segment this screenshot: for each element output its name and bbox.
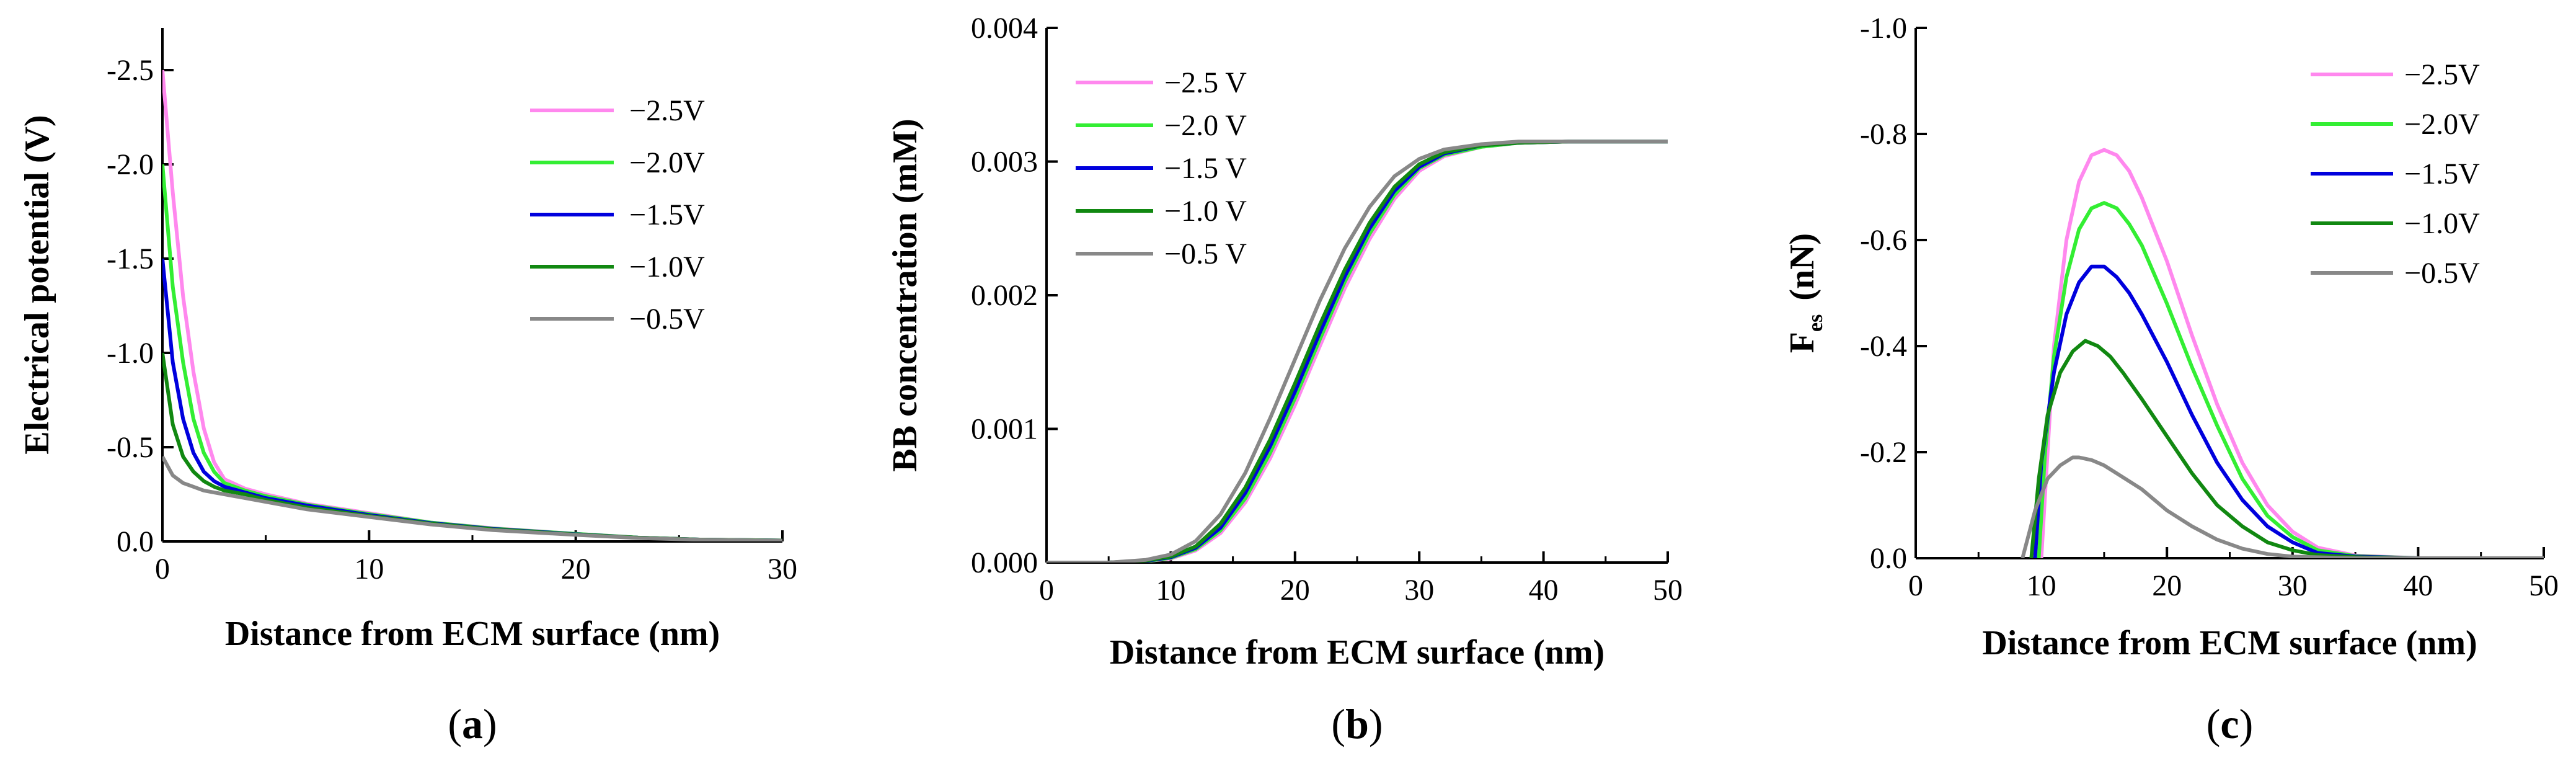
chart-panel-a: 0 10 20 30 0.0 -0.5 -1.0 -1.5 -2.0 -2.5 −2.5V −2.0V…	[18, 28, 797, 747]
legend-label: −2.0V	[629, 146, 705, 179]
legend-label: −1.5V	[2404, 158, 2480, 190]
y-axis-title: Fes (nN)	[1783, 233, 1827, 353]
y-tick-label: 0.0	[117, 525, 154, 558]
y-tick-label: 0.003	[971, 146, 1038, 179]
y-tick-label: 0.0	[1870, 542, 1907, 575]
legend-label: −1.5 V	[1164, 152, 1247, 185]
x-axis-title: Distance from ECM surface (nm)	[1110, 633, 1604, 672]
y-tick-label: -2.5	[107, 54, 154, 87]
x-tick-label: 40	[2403, 569, 2433, 602]
panel-label-letter: a	[462, 700, 483, 747]
y-axis-title-sub: es	[1804, 314, 1827, 332]
y-tick-label: -0.2	[1860, 436, 1907, 469]
chart-panel-c: 0 10 20 30 40 50 0.0 -0.2 -0.4 -0.6 -0.8 -1.0 −2.5V −…	[1783, 12, 2559, 747]
x-tick-label: 40	[1529, 574, 1559, 607]
y-axis-title-main: F	[1783, 332, 1821, 353]
legend-label: −2.0 V	[1164, 109, 1247, 142]
x-tick-label: 50	[2529, 569, 2559, 602]
panel-label-close: )	[2239, 700, 2254, 747]
series-line--2.0	[1047, 140, 1668, 563]
y-tick-label: -0.5	[107, 431, 154, 464]
panel-label-letter: c	[2220, 700, 2239, 747]
y-tick-label: -1.0	[107, 337, 154, 370]
panel-label: (c)	[2206, 700, 2254, 747]
panel-label-open: (	[1331, 700, 1345, 747]
panel-label-close: )	[1369, 700, 1383, 747]
series-line--1.0	[162, 352, 782, 541]
legend-label: −1.5V	[629, 198, 705, 231]
x-tick-label: 10	[2027, 569, 2056, 602]
series-line--1.5	[1047, 140, 1668, 563]
series-line--2.5	[2039, 148, 2544, 558]
x-tick-label: 50	[1653, 574, 1683, 607]
y-axis-title: Electrical potential (V)	[18, 115, 56, 454]
y-tick-label: -0.8	[1860, 118, 1907, 151]
series-line--1.0	[2029, 339, 2544, 558]
series-line--2.5	[1047, 140, 1668, 563]
y-tick-label: 0.004	[971, 12, 1038, 45]
series-line--2.0	[2037, 201, 2544, 558]
series-line--1.0	[1047, 140, 1668, 563]
x-tick-label: 30	[768, 553, 797, 585]
y-axis-title: BB concentration (mM)	[886, 118, 924, 471]
x-tick-label: 30	[2278, 569, 2308, 602]
y-tick-label: 0.000	[971, 546, 1038, 579]
x-tick-label: 0	[155, 553, 170, 585]
x-tick-label: 20	[2152, 569, 2182, 602]
legend-label: −2.5 V	[1164, 66, 1247, 99]
legend-label: −0.5 V	[1164, 238, 1247, 270]
panel-label-close: )	[483, 700, 497, 747]
x-tick-label: 10	[354, 553, 384, 585]
y-tick-label: 0.001	[971, 413, 1038, 446]
y-tick-label: -1.5	[107, 243, 154, 275]
x-tick-label: 10	[1156, 574, 1185, 607]
legend-label: −0.5V	[629, 303, 705, 336]
panel-label: (b)	[1331, 700, 1383, 747]
y-tick-label: -0.6	[1860, 224, 1907, 257]
legend-label: −1.0V	[629, 251, 705, 283]
series-line--1.5	[2033, 264, 2544, 558]
legend-label: −2.5V	[629, 94, 705, 127]
y-tick-label: -2.0	[107, 148, 154, 181]
x-tick-label: 0	[1908, 569, 1923, 602]
panel-label-letter: b	[1345, 700, 1369, 747]
legend-label: −0.5V	[2404, 257, 2480, 290]
legend-label: −1.0 V	[1164, 195, 1247, 228]
panel-label-open: (	[2206, 700, 2221, 747]
y-tick-label: -1.0	[1860, 12, 1907, 45]
x-tick-label: 20	[561, 553, 591, 585]
legend-label: −2.0V	[2404, 108, 2480, 141]
x-axis-title: Distance from ECM surface (nm)	[225, 615, 720, 653]
x-tick-label: 0	[1039, 574, 1054, 607]
y-tick-label: 0.002	[971, 279, 1038, 312]
legend-label: −2.5V	[2404, 58, 2480, 91]
chart-panel-b: 0 10 20 30 40 50 0.000 0.001 0.002 0.003 0.004 −2.5…	[886, 12, 1683, 747]
panel-label-open: (	[448, 700, 462, 747]
series-line--0.5	[1047, 140, 1668, 563]
x-tick-label: 20	[1280, 574, 1310, 607]
series-line--0.5	[162, 455, 782, 541]
x-axis-title: Distance from ECM surface (nm)	[1982, 624, 2477, 662]
panel-label: (a)	[448, 700, 497, 747]
y-axis-title-unit: (nN)	[1783, 233, 1821, 301]
legend-label: −1.0V	[2404, 207, 2480, 240]
series-line--0.5	[2021, 455, 2544, 558]
y-tick-label: -0.4	[1860, 330, 1907, 363]
x-tick-label: 30	[1404, 574, 1434, 607]
